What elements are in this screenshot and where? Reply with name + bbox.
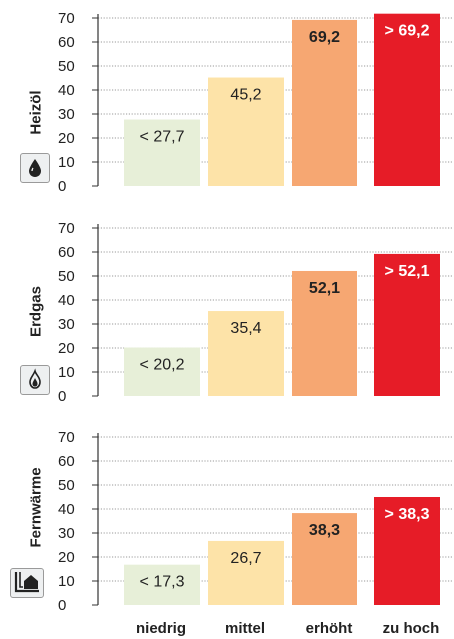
y-tick-label-heizoel-60: 60 — [58, 34, 75, 51]
data-label-erdgas-niedrig: < 20,2 — [140, 357, 185, 374]
panel-label-fernwaerme: Fernwärme — [27, 467, 45, 548]
gas-flame-icon — [20, 365, 50, 395]
y-tick-label-erdgas-30: 30 — [58, 316, 75, 333]
y-tick-label-heizoel-0: 0 — [58, 178, 66, 195]
y-tick-label-erdgas-20: 20 — [58, 340, 75, 357]
y-tick-label-fernwaerme-20: 20 — [58, 549, 75, 566]
data-label-fernwaerme-niedrig: < 17,3 — [140, 574, 185, 591]
y-tick-label-fernwaerme-10: 10 — [58, 573, 75, 590]
y-tick-label-erdgas-70: 70 — [58, 220, 75, 237]
y-tick-label-heizoel-40: 40 — [58, 82, 75, 99]
category-label-zu-hoch: zu hoch — [382, 620, 440, 637]
y-tick-label-fernwaerme-40: 40 — [58, 501, 75, 518]
data-label-heizoel-zu-hoch: > 69,2 — [385, 23, 430, 40]
data-label-heizoel-mittel: 45,2 — [230, 87, 261, 104]
data-label-fernwaerme-erhoeht: 38,3 — [309, 522, 340, 539]
bar-fernwaerme-erhoeht — [292, 513, 357, 605]
data-label-erdgas-mittel: 35,4 — [230, 320, 261, 337]
y-tick-label-erdgas-50: 50 — [58, 268, 75, 285]
bar-heizoel-zu-hoch — [374, 13, 440, 187]
y-tick-label-heizoel-10: 10 — [58, 154, 75, 171]
y-tick-label-heizoel-30: 30 — [58, 106, 75, 123]
panel-label-heizoel: Heizöl — [27, 90, 45, 135]
panel-label-erdgas: Erdgas — [27, 286, 45, 337]
bar-erdgas-niedrig — [124, 347, 200, 396]
category-label-erhoeht: erhöht — [305, 620, 353, 637]
category-label-niedrig: niedrig — [135, 620, 186, 637]
oil-drop-icon — [20, 153, 50, 183]
bar-heizoel-niedrig — [124, 119, 200, 186]
data-label-fernwaerme-zu-hoch: > 38,3 — [385, 506, 430, 523]
bar-erdgas-zu-hoch — [374, 253, 440, 396]
y-tick-label-fernwaerme-0: 0 — [58, 597, 66, 614]
data-label-heizoel-erhoeht: 69,2 — [309, 29, 340, 46]
data-label-fernwaerme-mittel: 26,7 — [230, 550, 261, 567]
district-heating-house-icon — [10, 568, 44, 598]
bar-heizoel-erhoeht — [292, 19, 357, 187]
bar-fernwaerme-zu-hoch — [374, 497, 440, 605]
bar-heizoel-mittel — [208, 77, 284, 186]
data-label-heizoel-niedrig: < 27,7 — [140, 129, 185, 146]
y-tick-label-fernwaerme-30: 30 — [58, 525, 75, 542]
y-tick-label-fernwaerme-50: 50 — [58, 477, 75, 494]
bar-fernwaerme-mittel — [208, 540, 284, 605]
y-tick-label-heizoel-20: 20 — [58, 130, 75, 147]
bar-erdgas-erhoeht — [292, 270, 357, 396]
y-tick-label-erdgas-60: 60 — [58, 244, 75, 261]
y-tick-label-erdgas-0: 0 — [58, 388, 66, 405]
bar-fernwaerme-niedrig — [124, 564, 200, 605]
y-tick-label-fernwaerme-70: 70 — [58, 429, 75, 446]
y-tick-label-heizoel-70: 70 — [58, 10, 75, 27]
y-tick-label-erdgas-40: 40 — [58, 292, 75, 309]
bar-erdgas-mittel — [208, 311, 284, 396]
y-tick-label-erdgas-10: 10 — [58, 364, 75, 381]
data-label-erdgas-erhoeht: 52,1 — [309, 280, 340, 297]
category-label-mittel: mittel — [224, 620, 265, 637]
y-tick-label-fernwaerme-60: 60 — [58, 453, 75, 470]
data-label-erdgas-zu-hoch: > 52,1 — [385, 263, 430, 280]
y-tick-label-heizoel-50: 50 — [58, 58, 75, 75]
